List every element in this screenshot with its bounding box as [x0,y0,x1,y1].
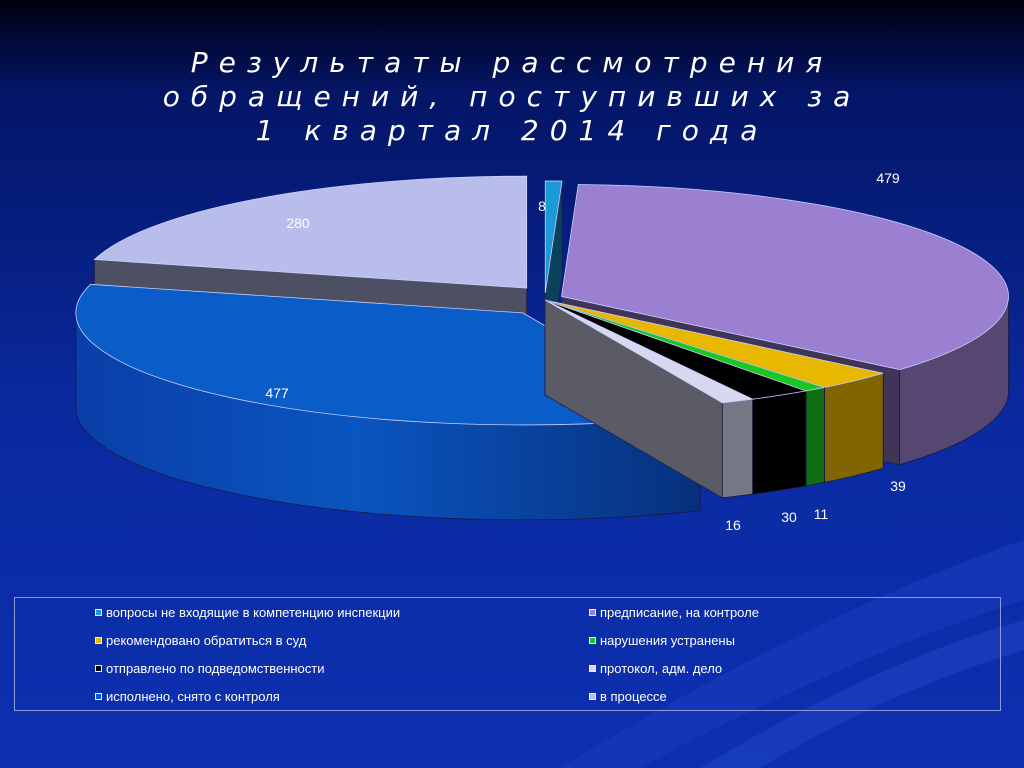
pie-slice-6 [544,299,754,499]
slices-layer [75,175,1009,521]
legend-label: протокол, адм. дело [600,661,723,676]
data-label-5: 30 [781,509,797,525]
legend-swatch [589,637,596,644]
legend-item-6: протокол, адм. дело [589,661,722,676]
legend-swatch [95,609,102,616]
legend-label: предписание, на контроле [600,605,759,620]
legend: вопросы не входящие в компетенцию инспек… [14,597,1001,711]
data-label-6: 16 [725,517,741,533]
data-label-1: 8 [538,198,546,214]
legend-swatch [589,693,596,700]
legend-item-2: предписание, на контроле [589,605,759,620]
legend-item-1: вопросы не входящие в компетенцию инспек… [95,605,400,620]
pie-slice-7 [75,283,702,521]
legend-item-4: нарушения устранены [589,633,735,648]
data-label-3: 39 [890,478,906,494]
chart-title-line-2: обращений, поступивших за [162,80,862,113]
data-labels-layer: 8 479 39 11 30 16 477 280 [265,170,906,533]
legend-label: рекомендовано обратиться в суд [106,633,307,648]
legend-swatch [589,609,596,616]
chart-title-line-1: Результаты рассмотрения [190,46,834,79]
legend-label: в процессе [600,689,667,704]
legend-label: нарушения устранены [600,633,735,648]
legend-label: вопросы не входящие в компетенцию инспек… [106,605,401,620]
legend-item-8: в процессе [589,689,667,704]
legend-item-5: отправлено по подведомственности [95,661,325,676]
data-label-2: 479 [876,170,900,186]
legend-item-3: рекомендовано обратиться в суд [95,633,306,648]
chart-title: Результаты рассмотрения обращений, посту… [0,46,1024,148]
legend-swatch [95,665,102,672]
legend-label: исполнено, снято с контроля [106,689,280,704]
legend-swatch [589,665,596,672]
data-label-4: 11 [814,506,829,522]
legend-item-7: исполнено, снято с контроля [95,689,280,704]
data-label-8: 280 [286,215,310,231]
pie-chart: 8 479 39 11 30 16 477 280 [75,170,1009,533]
data-label-7: 477 [265,385,289,401]
legend-swatch [95,637,102,644]
chart-title-line-3: 1 квартал 2014 года [255,114,769,147]
legend-label: отправлено по подведомственности [106,661,325,676]
legend-swatch [95,693,102,700]
